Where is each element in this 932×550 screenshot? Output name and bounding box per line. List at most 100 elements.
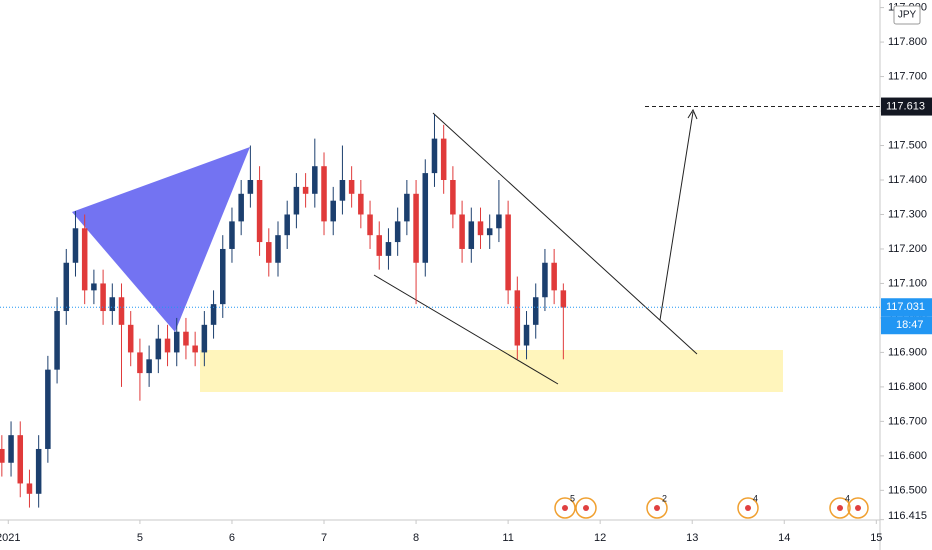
event-dot	[583, 505, 589, 511]
event-count: 5	[570, 493, 575, 503]
candle-body	[210, 304, 217, 325]
candle-body	[164, 338, 171, 353]
events: 5 2 4 4	[554, 493, 869, 519]
candle-body	[560, 290, 567, 308]
candle-body	[450, 180, 456, 215]
y-tick-label: 116.415	[888, 510, 927, 522]
y-tick-label: 116.800	[888, 381, 927, 393]
candle-body	[8, 435, 14, 463]
wedge-upper	[432, 112, 698, 355]
candle-body	[118, 297, 125, 325]
event-dot	[562, 505, 568, 511]
event-icon	[575, 497, 597, 519]
countdown-box	[881, 316, 932, 335]
x-tick-label: 15	[870, 532, 882, 544]
y-tick-label: 117.400	[888, 174, 927, 186]
candle-body	[440, 138, 447, 180]
candle-body	[532, 297, 539, 325]
wedge-lower	[373, 274, 559, 385]
countdown-label: 18:47	[896, 319, 924, 331]
candle-body	[45, 369, 51, 449]
candle-body	[229, 221, 235, 249]
candle-body	[0, 448, 5, 463]
candle-body	[348, 180, 355, 194]
candle-body	[422, 173, 429, 263]
candle-body	[358, 193, 364, 215]
event-count: 2	[662, 493, 667, 503]
candle-body	[385, 242, 392, 256]
candle-body	[35, 448, 42, 494]
event-icon	[554, 497, 576, 519]
event-icon	[847, 497, 869, 519]
candle-body	[63, 262, 70, 312]
candle-body	[312, 166, 318, 194]
candle-body	[183, 331, 189, 346]
candle-body	[137, 352, 143, 374]
candle-body	[192, 345, 198, 353]
x-tick-label: 6	[229, 532, 235, 544]
last-price-box	[881, 298, 932, 317]
candle-body	[146, 359, 152, 374]
candle-body	[330, 200, 336, 222]
candle-body	[54, 311, 60, 370]
x-tick-label: 8	[413, 532, 419, 544]
candle-body	[468, 221, 475, 249]
x-tick-label: 7	[321, 532, 327, 544]
candle-body	[302, 186, 309, 194]
arrow-head	[687, 108, 698, 120]
candle-body	[477, 221, 484, 236]
candle-body	[256, 180, 263, 243]
arrow	[659, 111, 694, 321]
last-price-label: 117.031	[886, 301, 925, 313]
candle-body	[413, 193, 419, 263]
x-tick-label: 11	[502, 532, 513, 544]
candle-body	[367, 214, 373, 236]
y-tick-label: 117.700	[888, 70, 927, 82]
support-zone	[200, 350, 783, 392]
candle-body	[155, 338, 162, 360]
x-tick-label: 12	[594, 532, 606, 544]
candle-body	[339, 180, 346, 201]
candle-body	[293, 186, 300, 215]
candle-body	[81, 228, 88, 291]
event-icon	[737, 497, 759, 519]
y-tick-label: 116.700	[888, 415, 927, 427]
candle-body	[266, 242, 272, 263]
candle-body	[514, 290, 521, 346]
x-tick-label: 2021	[0, 532, 21, 544]
candle-body	[109, 297, 116, 312]
drawings	[72, 108, 783, 392]
currency-box	[893, 5, 921, 25]
event-icon	[829, 497, 851, 519]
event-dot	[654, 505, 660, 511]
candle-body	[127, 324, 134, 353]
event-dot	[837, 505, 843, 511]
candle-body	[72, 228, 79, 263]
y-tick-label: 116.600	[888, 450, 927, 462]
candle-body	[275, 235, 281, 263]
candle-body	[284, 214, 290, 236]
candle-body	[431, 138, 438, 174]
candle-body	[523, 324, 530, 346]
candle-body	[551, 262, 557, 291]
y-tick-label: 116.900	[888, 346, 927, 358]
currency-label: JPY	[898, 10, 917, 21]
candle-body	[201, 324, 208, 353]
y-tick-label: 117.500	[888, 139, 927, 151]
candle-body	[459, 214, 465, 249]
candle-body	[220, 248, 226, 305]
x-tick-label: 14	[778, 532, 790, 544]
y-tick-label: 117.100	[888, 277, 927, 289]
candle-body	[173, 331, 180, 353]
y-tick-label: 117.800	[888, 36, 927, 48]
target-label: 117.613	[886, 100, 925, 112]
candle-body	[247, 180, 254, 194]
candle-body	[505, 214, 511, 291]
event-dot	[745, 505, 751, 511]
candle-body	[17, 435, 24, 484]
event-dot	[855, 505, 861, 511]
candle-body	[404, 193, 410, 222]
candle-body	[91, 283, 97, 291]
y-tick-label: 116.500	[888, 484, 927, 496]
